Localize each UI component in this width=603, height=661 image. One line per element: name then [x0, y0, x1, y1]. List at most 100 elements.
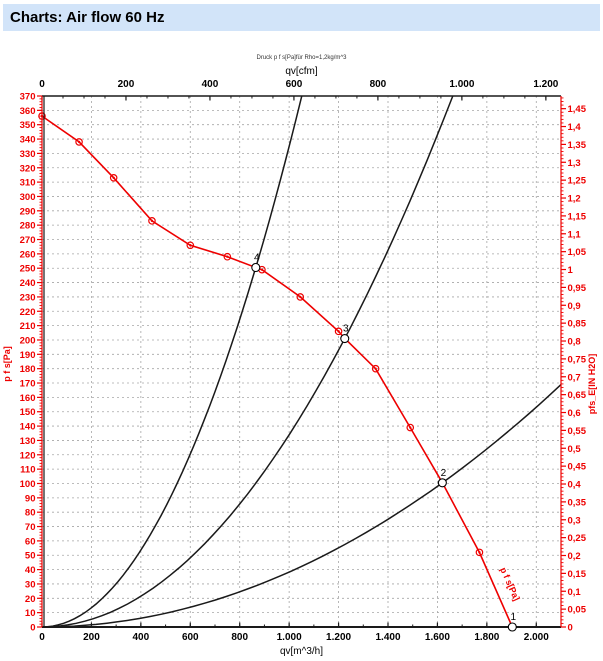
right-tick-label: 1,05 — [568, 247, 587, 258]
top-tick-label: 200 — [118, 79, 135, 90]
right-tick-label: 1,1 — [568, 229, 582, 240]
left-tick-label: 50 — [25, 551, 36, 562]
fan-curve — [41, 115, 514, 628]
top-tick-label: 600 — [286, 79, 303, 90]
left-tick-label: 110 — [20, 465, 35, 476]
left-tick-label: 260 — [20, 249, 36, 260]
left-tick-label: 60 — [25, 536, 36, 547]
left-tick-label: 280 — [20, 221, 36, 232]
left-tick-label: 300 — [20, 192, 36, 203]
right-tick-label: 1,45 — [568, 104, 587, 115]
left-tick-label: 230 — [20, 292, 36, 303]
right-axis-title: pfs_E[IN H2O] — [587, 354, 597, 415]
left-tick-label: 40 — [25, 565, 36, 576]
left-tick-label: 70 — [25, 522, 36, 533]
fan-curve-marker-dot — [299, 295, 302, 299]
right-tick-label: 1,2 — [568, 194, 581, 205]
right-tick-label: 0,35 — [568, 497, 587, 508]
left-tick-label: 180 — [20, 364, 36, 375]
right-tick-label: 0,4 — [568, 480, 582, 491]
bottom-tick-label: 0 — [39, 632, 45, 643]
right-tick-label: 0,1 — [568, 587, 582, 598]
left-tick-label: 290 — [20, 206, 36, 217]
left-tick-label: 350 — [20, 120, 36, 131]
fan-curve-layer: p f s[Pa] — [38, 112, 522, 628]
bottom-tick-label: 1.000 — [277, 632, 302, 643]
fan-curve-chart: p f s[Pa]0 200 400 600 800 1.000 1.200 1.400 1.6… — [2, 55, 597, 657]
operating-point-3: 3 — [340, 324, 350, 344]
fan-curve-marker — [475, 548, 484, 557]
grid-layer — [42, 96, 561, 627]
left-tick-label: 370 — [20, 92, 36, 103]
operating-point-label: 3 — [343, 324, 349, 335]
bottom-tick-label: 600 — [182, 632, 199, 643]
chart-area: p f s[Pa] 0 200 400 600 800 1.000 1.200 1.400 1.6… — [0, 49, 603, 660]
left-tick-label: 160 — [20, 393, 36, 404]
right-tick-label: 0,55 — [568, 426, 587, 437]
right-tick-label: 1,35 — [568, 140, 587, 151]
right-tick-label: 1,15 — [568, 211, 587, 222]
bottom-tick-label: 1.400 — [375, 632, 400, 643]
bottom-tick-label: 1.800 — [474, 632, 499, 643]
left-tick-label: 210 — [20, 321, 36, 332]
bottom-tick-label: 400 — [133, 632, 150, 643]
left-tick-label: 220 — [20, 307, 36, 318]
operating-point-marker — [251, 262, 261, 273]
left-tick-label: 10 — [25, 608, 36, 619]
system-curves — [41, 95, 562, 628]
fan-curve-marker-dot — [337, 330, 340, 333]
fan-curve-marker-dot — [189, 244, 192, 247]
right-tick-label: 0 — [568, 623, 573, 634]
right-tick-label: 0,8 — [568, 337, 581, 348]
fan-curve-marker-dot — [478, 551, 481, 554]
operating-point-label: 2 — [441, 468, 447, 479]
fan-curve-marker-dot — [409, 426, 412, 429]
chart-note: Druck p f s[Pa]für Rho=1,2kg/m^3 — [256, 55, 347, 61]
fan-curve-marker — [296, 293, 305, 301]
fan-curve-marker — [334, 327, 343, 336]
operating-point-4: 4 — [251, 252, 261, 273]
top-tick-label: 1.000 — [449, 79, 474, 90]
top-axis: 0 200 400 600 800 1.000 1.200 qv[cfm] Druck p f … — [39, 55, 559, 101]
right-tick-label: 0,65 — [568, 390, 587, 401]
left-tick-label: 340 — [20, 135, 36, 146]
right-tick-label: 0,3 — [568, 515, 581, 526]
right-tick-label: 0,6 — [568, 408, 581, 419]
operating-point-marker — [340, 333, 350, 344]
left-tick-label: 190 — [20, 350, 36, 361]
fan-curve-marker — [109, 174, 118, 182]
left-tick-label: 20 — [25, 594, 36, 605]
right-tick-label: 1,25 — [568, 176, 587, 187]
section-header: Charts: Air flow 60 Hz — [3, 4, 600, 31]
operating-point-1: 1 — [507, 612, 517, 632]
right-tick-label: 1,3 — [568, 158, 581, 169]
left-tick-label: 310 — [20, 178, 36, 189]
operating-point-marker — [437, 478, 447, 488]
left-tick-label: 140 — [20, 422, 36, 433]
right-tick-label: 0,45 — [568, 462, 587, 473]
right-tick-label: 0,7 — [568, 372, 581, 383]
left-tick-label: 150 — [20, 407, 36, 418]
right-tick-label: 1 — [568, 265, 574, 276]
right-tick-label: 0,9 — [568, 301, 581, 312]
right-tick-label: 0,75 — [568, 354, 587, 365]
left-tick-label: 250 — [20, 264, 36, 275]
left-tick-label: 90 — [25, 493, 36, 504]
bottom-tick-label: 2.000 — [524, 632, 549, 643]
operating-point-label: 4 — [254, 252, 260, 263]
bottom-tick-label: 1.200 — [326, 632, 351, 643]
left-tick-label: 270 — [20, 235, 36, 246]
operating-points: 1 2 3 4 — [251, 252, 517, 632]
left-tick-label: 170 — [20, 379, 36, 390]
top-tick-label: 0 — [39, 79, 45, 90]
left-axis: 0 10 20 30 40 50 60 70 80 90 100 110 120 130 140 150 160… — [2, 92, 43, 634]
fan-curve-marker — [406, 423, 415, 432]
left-tick-label: 330 — [20, 149, 36, 160]
right-axis: 0 0,05 0,1 0,15 0,2 0,25 0,3 0,35 0,4 0,45 0,5 0,55… — [560, 96, 597, 634]
operating-point-marker — [507, 622, 517, 632]
left-tick-label: 80 — [25, 508, 36, 519]
right-tick-label: 1,4 — [568, 122, 582, 133]
right-tick-label: 0,05 — [568, 605, 587, 616]
right-tick-label: 0,85 — [568, 319, 587, 330]
right-tick-label: 0,5 — [568, 444, 582, 455]
